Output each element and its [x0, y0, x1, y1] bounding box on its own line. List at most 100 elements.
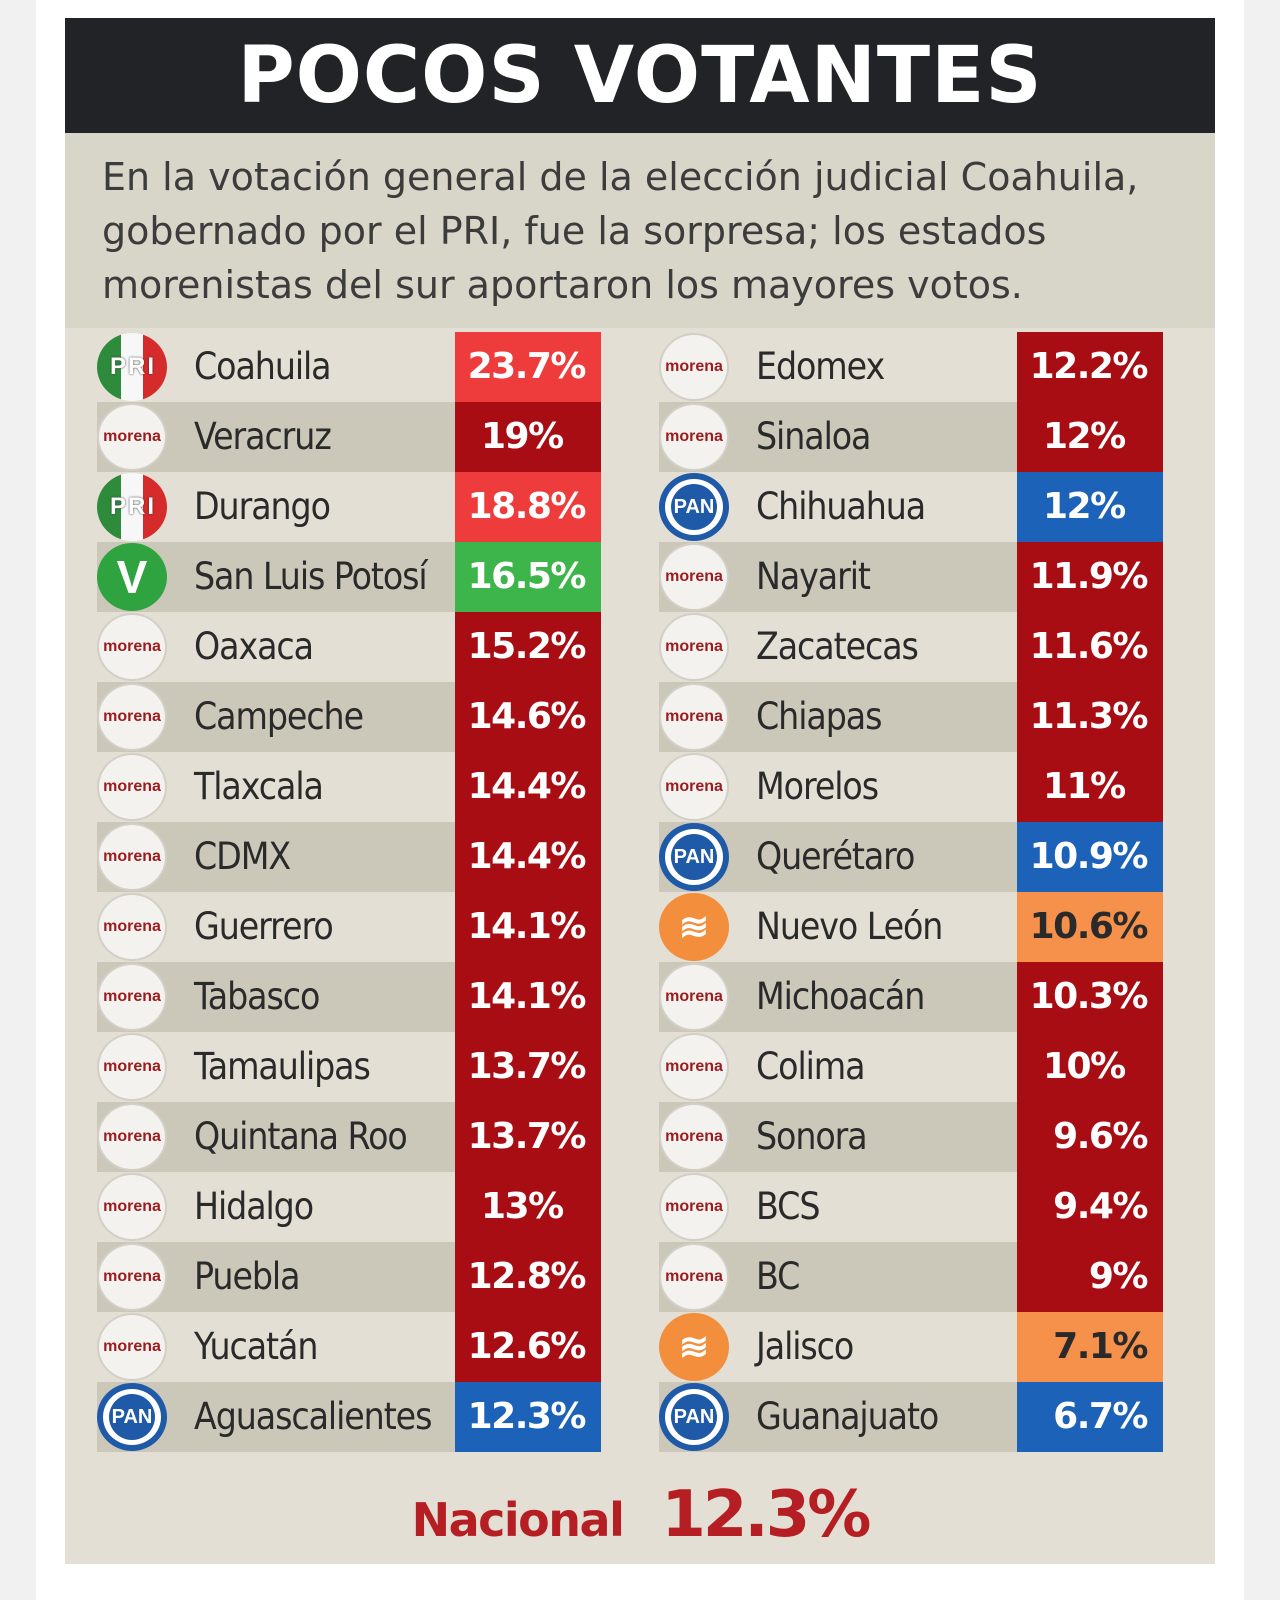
table-row: morena Chiapas 11.3% — [659, 682, 1164, 752]
state-cell: morena BC — [659, 1242, 1017, 1312]
table-row: morena CDMX 14.4% — [97, 822, 602, 892]
state-name: Quintana Roo — [194, 1115, 408, 1158]
table-row: morena Sinaloa 12% — [659, 402, 1164, 472]
state-cell: morena Tamaulipas — [97, 1032, 455, 1102]
state-name: Zacatecas — [756, 625, 919, 668]
table-row: PAN Aguascalientes 12.3% — [97, 1382, 602, 1452]
state-cell: morena Sonora — [659, 1102, 1017, 1172]
morena-logo-icon: morena — [97, 613, 167, 681]
state-cell: morena Tabasco — [97, 962, 455, 1032]
state-name: Coahuila — [194, 345, 332, 388]
state-column-left: P R I Coahuila 23.7% morena Veracruz 19% P R I Dura… — [97, 332, 602, 1452]
state-cell: morena Morelos — [659, 752, 1017, 822]
morena-logo-icon: morena — [659, 1033, 729, 1101]
state-cell: morena Oaxaca — [97, 612, 455, 682]
table-row: ≋ Jalisco 7.1% — [659, 1312, 1164, 1382]
table-row: PAN Querétaro 10.9% — [659, 822, 1164, 892]
percent-cell: 18.8% — [455, 472, 601, 542]
state-name: Sonora — [756, 1115, 868, 1158]
infographic-title: POCOS VOTANTES — [65, 18, 1215, 133]
morena-logo-icon: morena — [659, 1243, 729, 1311]
percent-cell: 11.3% — [1017, 682, 1163, 752]
state-name: Morelos — [756, 765, 879, 808]
morena-logo-icon: morena — [659, 1103, 729, 1171]
state-name: Guanajuato — [756, 1395, 939, 1438]
percent-cell: 14.6% — [455, 682, 601, 752]
state-cell: morena Tlaxcala — [97, 752, 455, 822]
morena-logo-icon: morena — [659, 753, 729, 821]
pan-logo-icon: PAN — [659, 823, 729, 891]
state-name: Colima — [756, 1045, 866, 1088]
percent-cell: 9.4% — [1017, 1172, 1163, 1242]
percent-cell: 13% — [455, 1172, 601, 1242]
morena-logo-icon: morena — [659, 403, 729, 471]
pan-logo-icon: PAN — [659, 473, 729, 541]
table-row: P R I Durango 18.8% — [97, 472, 602, 542]
table-row: morena Tamaulipas 13.7% — [97, 1032, 602, 1102]
state-name: Sinaloa — [756, 415, 871, 458]
table-row: V San Luis Potosí 16.5% — [97, 542, 602, 612]
pan-logo-icon: PAN — [97, 1383, 167, 1451]
state-column-right: morena Edomex 12.2% morena Sinaloa 12% PAN Chih… — [659, 332, 1164, 1452]
table-row: morena Edomex 12.2% — [659, 332, 1164, 402]
state-name: Oaxaca — [194, 625, 314, 668]
state-cell: morena Quintana Roo — [97, 1102, 455, 1172]
state-name: BC — [756, 1255, 800, 1298]
table-row: morena Puebla 12.8% — [97, 1242, 602, 1312]
morena-logo-icon: morena — [97, 823, 167, 891]
table-row: morena Sonora 9.6% — [659, 1102, 1164, 1172]
table-row: morena Oaxaca 15.2% — [97, 612, 602, 682]
percent-cell: 11.6% — [1017, 612, 1163, 682]
percent-cell: 10% — [1017, 1032, 1163, 1102]
morena-logo-icon: morena — [659, 963, 729, 1031]
percent-cell: 10.6% — [1017, 892, 1163, 962]
table-row: morena Michoacán 10.3% — [659, 962, 1164, 1032]
table-row: morena Zacatecas 11.6% — [659, 612, 1164, 682]
morena-logo-icon: morena — [97, 1173, 167, 1241]
percent-cell: 14.1% — [455, 892, 601, 962]
mc-logo-icon: ≋ — [659, 1313, 729, 1381]
state-name: Puebla — [194, 1255, 300, 1298]
state-cell: morena BCS — [659, 1172, 1017, 1242]
percent-cell: 13.7% — [455, 1032, 601, 1102]
percent-cell: 9% — [1017, 1242, 1163, 1312]
state-name: Chihuahua — [756, 485, 926, 528]
subtitle-line: gobernado por el PRI, fue la sorpresa; l… — [102, 209, 1047, 253]
table-row: morena BCS 9.4% — [659, 1172, 1164, 1242]
table-row: P R I Coahuila 23.7% — [97, 332, 602, 402]
state-cell: morena Veracruz — [97, 402, 455, 472]
state-name: Durango — [194, 485, 331, 528]
percent-cell: 14.4% — [455, 752, 601, 822]
state-cell: morena Chiapas — [659, 682, 1017, 752]
subtitle-line: En la votación general de la elección ju… — [102, 155, 1139, 199]
table-row: morena BC 9% — [659, 1242, 1164, 1312]
percent-cell: 10.9% — [1017, 822, 1163, 892]
table-row: morena Tabasco 14.1% — [97, 962, 602, 1032]
state-cell: PAN Guanajuato — [659, 1382, 1017, 1452]
national-label: Nacional — [411, 1493, 625, 1547]
national-total: Nacional 12.3% — [65, 1478, 1215, 1552]
percent-cell: 12.2% — [1017, 332, 1163, 402]
state-cell: morena Edomex — [659, 332, 1017, 402]
morena-logo-icon: morena — [97, 1313, 167, 1381]
state-cell: P R I Durango — [97, 472, 455, 542]
morena-logo-icon: morena — [97, 683, 167, 751]
table-row: morena Veracruz 19% — [97, 402, 602, 472]
state-cell: morena Michoacán — [659, 962, 1017, 1032]
state-cell: V San Luis Potosí — [97, 542, 455, 612]
percent-cell: 23.7% — [455, 332, 601, 402]
state-name: Hidalgo — [194, 1185, 314, 1228]
state-name: Nayarit — [756, 555, 871, 598]
percent-cell: 11.9% — [1017, 542, 1163, 612]
table-row: ≋ Nuevo León 10.6% — [659, 892, 1164, 962]
percent-cell: 13.7% — [455, 1102, 601, 1172]
state-cell: PAN Chihuahua — [659, 472, 1017, 542]
state-cell: morena Guerrero — [97, 892, 455, 962]
table-row: morena Yucatán 12.6% — [97, 1312, 602, 1382]
table-row: morena Guerrero 14.1% — [97, 892, 602, 962]
morena-logo-icon: morena — [97, 893, 167, 961]
state-name: San Luis Potosí — [194, 555, 428, 598]
state-cell: morena Puebla — [97, 1242, 455, 1312]
morena-logo-icon: morena — [659, 333, 729, 401]
percent-cell: 15.2% — [455, 612, 601, 682]
